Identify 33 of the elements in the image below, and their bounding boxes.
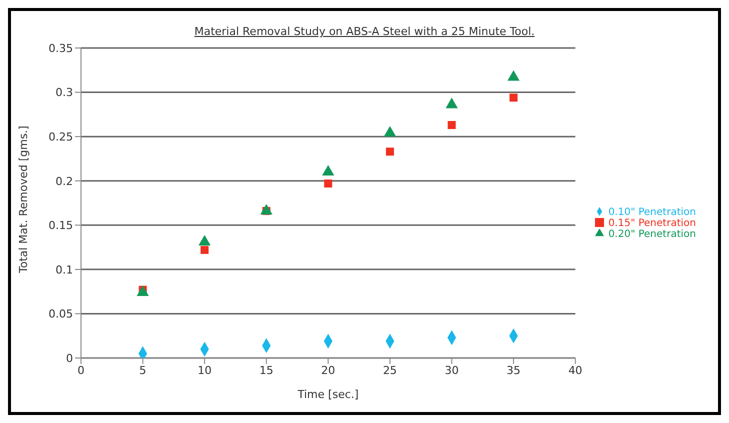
x-tick-label: 30	[444, 364, 459, 377]
chart-title: Material Removal Study on ABS-A Steel with a 25 Minute Tool.	[193, 25, 536, 38]
y-axis-title: Total Mat. Removed [gms.]	[16, 126, 30, 274]
x-tick-label: 35	[506, 364, 521, 377]
x-axis-title: Time [sec.]	[296, 388, 359, 401]
point	[260, 204, 272, 214]
point	[448, 121, 456, 130]
point	[322, 164, 334, 176]
x-tick-label: 40	[568, 364, 582, 377]
x-tick-label: 5	[139, 364, 146, 377]
legend-label: 0.10" Penetration	[608, 206, 696, 218]
point	[507, 70, 520, 81]
y-tick-label: 0.1	[56, 263, 73, 276]
point	[386, 148, 394, 156]
point	[384, 126, 396, 137]
y-tick-label: 0.25	[48, 130, 73, 144]
y-tick-label: 0	[66, 352, 73, 365]
point	[324, 180, 332, 188]
y-tick-label: 0.15	[48, 219, 73, 232]
legend-label: 0.20" Penetration	[608, 228, 696, 240]
legend-label: 0.15" Penetration	[608, 218, 696, 228]
y-tick-label: 0.2	[56, 174, 73, 188]
x-tick-label: 15	[259, 364, 274, 377]
x-tick-label: 20	[321, 364, 336, 377]
y-tick-label: 0.05	[48, 308, 73, 321]
y-tick-label: 0.3	[56, 86, 73, 100]
point	[510, 94, 518, 102]
x-tick-label: 25	[382, 364, 397, 377]
x-tick-label: 0	[78, 364, 84, 377]
point	[200, 246, 209, 254]
point	[446, 98, 458, 108]
x-tick-label: 10	[198, 364, 212, 377]
y-tick-label: 0.35	[48, 42, 73, 55]
